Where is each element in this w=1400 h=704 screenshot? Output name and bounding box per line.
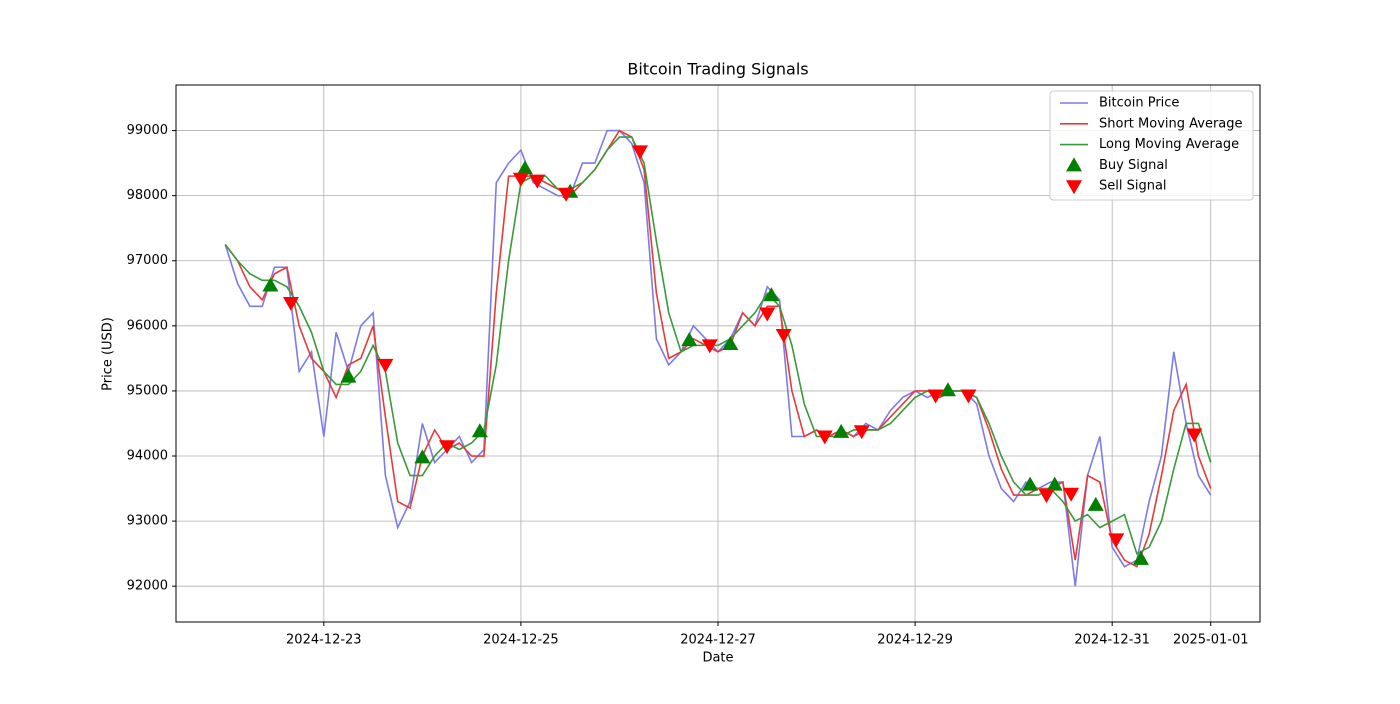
y-tick-label: 95000	[127, 383, 168, 398]
x-tick-label: 2024-12-29	[877, 633, 953, 648]
signal-marker	[414, 449, 431, 464]
signal-marker	[1132, 550, 1149, 565]
signal-marker	[960, 389, 977, 404]
legend-box	[1049, 90, 1254, 201]
signal-marker	[722, 336, 739, 351]
signal-marker	[1046, 476, 1063, 491]
signal-marker	[1038, 489, 1055, 504]
y-tick-label: 96000	[127, 318, 168, 333]
signal-marker	[759, 307, 776, 322]
signal-marker	[439, 440, 455, 455]
y-tick-label: 92000	[127, 579, 168, 594]
y-tick-label: 93000	[127, 514, 168, 529]
signal-marker	[1022, 476, 1039, 491]
y-tick-label: 97000	[127, 253, 168, 268]
chart-title: Bitcoin Trading Signals	[627, 60, 808, 79]
signal-marker	[816, 430, 833, 445]
signal-marker	[529, 174, 546, 189]
signal-marker	[853, 425, 870, 440]
signal-marker	[558, 187, 575, 202]
x-tick-label: 2024-12-31	[1074, 633, 1150, 648]
signal-marker	[1087, 496, 1104, 511]
y-axis-label: Price (USD)	[101, 317, 116, 391]
signal-marker	[262, 277, 279, 292]
signal-marker	[1063, 487, 1080, 502]
x-tick-label: 2024-12-23	[286, 633, 362, 648]
legend-label: Buy Signal	[1099, 158, 1168, 173]
signal-marker	[471, 423, 488, 438]
signal-marker	[377, 358, 394, 373]
y-tick-label: 99000	[127, 123, 168, 138]
signal-marker	[1108, 533, 1125, 548]
y-tick-label: 98000	[127, 188, 168, 203]
legend-swatch	[1066, 157, 1082, 172]
signal-marker	[681, 332, 698, 347]
legend-label: Bitcoin Price	[1099, 96, 1179, 111]
signal-marker	[939, 382, 956, 397]
y-tick-label: 94000	[127, 449, 168, 464]
legend-label: Long Moving Average	[1099, 137, 1239, 152]
legend-label: Short Moving Average	[1099, 116, 1243, 131]
signal-marker	[282, 297, 299, 312]
signal-marker	[517, 160, 534, 175]
signal-marker	[927, 389, 944, 404]
signal-marker	[631, 145, 648, 160]
x-tick-label: 2024-12-27	[680, 633, 756, 648]
x-axis-label: Date	[702, 651, 733, 666]
legend-swatch	[1066, 180, 1082, 195]
signal-marker	[701, 339, 718, 354]
signal-marker	[512, 172, 529, 187]
signal-marker	[833, 423, 850, 438]
signal-marker	[340, 368, 357, 383]
x-tick-label: 2024-12-25	[483, 633, 559, 648]
signal-marker	[775, 328, 792, 343]
x-tick-label: 2025-01-01	[1173, 633, 1249, 648]
legend-label: Sell Signal	[1099, 179, 1167, 194]
price-line	[224, 129, 1212, 568]
signal-marker	[1186, 428, 1203, 443]
plot-frame	[175, 84, 1261, 623]
signal-marker	[763, 287, 780, 302]
